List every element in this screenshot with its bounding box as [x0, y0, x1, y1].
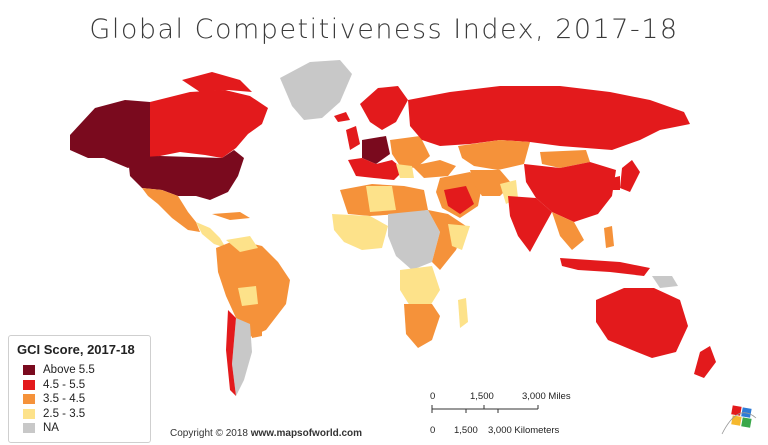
map-legend: GCI Score, 2017-18 Above 5.5 4.5 - 5.5 3… [8, 335, 151, 443]
papua-new-guinea [652, 276, 678, 288]
legend-swatch [23, 379, 35, 390]
alaska [70, 100, 150, 168]
china [524, 162, 616, 222]
indonesia [560, 258, 650, 276]
copyright-link[interactable]: www.mapsofworld.com [250, 428, 363, 439]
legend-item: 3.5 - 4.5 [17, 392, 142, 407]
scale-bar-lines [431, 405, 539, 413]
iceland [334, 112, 350, 122]
canada-arctic [182, 72, 252, 92]
mongolia [540, 150, 590, 168]
southern-europe [348, 158, 404, 180]
southeast-asia [552, 212, 584, 250]
mexico [142, 188, 200, 232]
usa [128, 150, 244, 200]
legend-swatch [23, 394, 35, 405]
copyright-text: Copyright © 2018 www.mapsofworld.com [170, 428, 363, 439]
caribbean [212, 212, 250, 220]
venezuela [226, 236, 258, 252]
balkans [396, 164, 414, 178]
scale-miles-3000: 3,000 Miles [522, 391, 571, 402]
legend-swatch [23, 423, 35, 434]
central-africa [388, 210, 440, 270]
horn-of-africa [448, 224, 470, 250]
scale-miles-0: 0 [430, 391, 436, 402]
philippines [604, 226, 614, 248]
scale-bar: 0 1,500 3,000 Miles 0 1,500 3,000 Kilome… [420, 385, 620, 440]
algeria [366, 186, 396, 212]
iran-afghanistan [470, 170, 512, 196]
new-zealand [694, 346, 716, 378]
korea [612, 176, 620, 190]
legend-swatch [23, 408, 35, 419]
madagascar [458, 298, 468, 328]
greenland [280, 60, 352, 120]
argentina [232, 318, 252, 396]
scale-miles-1500: 1,500 [470, 391, 494, 402]
map-title: Global Competitiveness Index, 2017-18 [89, 14, 679, 45]
uk [346, 126, 360, 150]
australia [596, 288, 688, 358]
legend-item: Above 5.5 [17, 363, 142, 378]
japan [620, 160, 640, 192]
turkey-caucasus [412, 160, 456, 178]
chile [226, 310, 236, 396]
southern-africa-north [400, 266, 440, 306]
canada [150, 90, 268, 158]
central-america [196, 222, 226, 248]
western-europe [362, 136, 390, 164]
uruguay-paraguay [250, 318, 262, 338]
russia [408, 86, 690, 150]
eastern-europe [390, 136, 430, 168]
west-africa [332, 214, 388, 250]
scale-km-3000: 3,000 Kilometers [488, 425, 560, 436]
legend-swatch [23, 365, 35, 376]
mapsofworld-logo [721, 405, 757, 435]
saudi-arabia [444, 186, 474, 214]
india [508, 196, 552, 252]
scale-km-1500: 1,500 [454, 425, 478, 436]
legend-item: 4.5 - 5.5 [17, 378, 142, 393]
southern-africa [404, 304, 440, 348]
legend-title: GCI Score, 2017-18 [17, 342, 135, 357]
scandinavia [360, 86, 408, 130]
kazakhstan [458, 140, 530, 170]
bolivia [238, 286, 258, 306]
legend-item: NA [17, 421, 142, 436]
scale-km-0: 0 [430, 425, 436, 436]
legend-item: 2.5 - 3.5 [17, 407, 142, 422]
